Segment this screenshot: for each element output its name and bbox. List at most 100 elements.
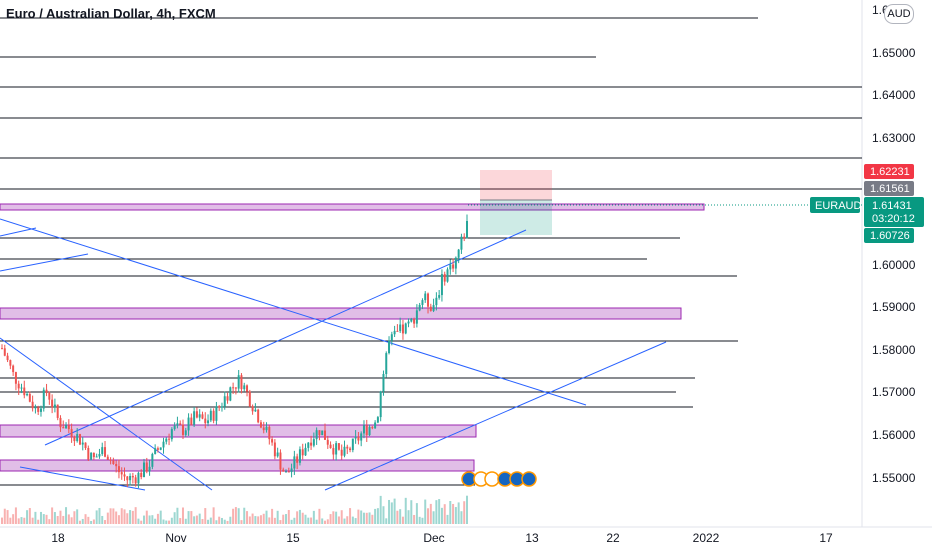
symbol-tag[interactable]	[810, 197, 860, 213]
candle-body[interactable]	[237, 375, 240, 389]
candle-body[interactable]	[226, 396, 229, 401]
candle-body[interactable]	[362, 425, 365, 434]
candle-body[interactable]	[37, 407, 40, 412]
candle-body[interactable]	[315, 430, 318, 440]
candle-body[interactable]	[104, 447, 107, 457]
candle-body[interactable]	[65, 425, 68, 429]
demand-zone[interactable]	[0, 307, 682, 320]
candle-body[interactable]	[243, 385, 246, 390]
candle-body[interactable]	[176, 423, 179, 426]
candle-body[interactable]	[193, 411, 196, 425]
candle-body[interactable]	[234, 387, 237, 389]
candle-body[interactable]	[354, 436, 357, 439]
candle-body[interactable]	[332, 448, 335, 455]
time-axis[interactable]: 18 Nov 15 Dec 13 22 2022 17	[51, 531, 833, 545]
position-tool[interactable]	[480, 170, 552, 235]
candle-body[interactable]	[170, 429, 173, 440]
candle-body[interactable]	[6, 355, 9, 361]
candle-body[interactable]	[287, 471, 290, 473]
trend-line[interactable]	[0, 337, 213, 491]
candle-body[interactable]	[346, 446, 349, 449]
candle-body[interactable]	[148, 466, 151, 472]
candle-body[interactable]	[404, 323, 407, 334]
candle-body[interactable]	[365, 425, 368, 436]
candle-body[interactable]	[95, 456, 98, 458]
candle-body[interactable]	[198, 414, 201, 418]
candle-body[interactable]	[371, 427, 374, 429]
candle-body[interactable]	[201, 414, 204, 419]
candle-body[interactable]	[279, 452, 282, 470]
candle-body[interactable]	[12, 365, 15, 373]
currency-button[interactable]: AUD	[884, 4, 914, 24]
candle-body[interactable]	[285, 471, 288, 473]
candle-body[interactable]	[28, 393, 31, 402]
candle-body[interactable]	[184, 430, 187, 435]
candle-body[interactable]	[321, 430, 324, 436]
candle-body[interactable]	[106, 456, 109, 460]
candle-body[interactable]	[195, 411, 198, 418]
candle-body[interactable]	[17, 383, 20, 389]
candle-body[interactable]	[435, 297, 438, 306]
candle-body[interactable]	[432, 305, 435, 311]
candle-body[interactable]	[31, 401, 34, 409]
candle-body[interactable]	[98, 454, 101, 457]
candle-body[interactable]	[399, 324, 402, 332]
candle-body[interactable]	[454, 257, 457, 269]
candle-body[interactable]	[379, 391, 382, 418]
candle-body[interactable]	[329, 444, 332, 449]
candle-body[interactable]	[173, 425, 176, 430]
candle-body[interactable]	[254, 409, 257, 412]
candle-body[interactable]	[271, 439, 274, 443]
candle-body[interactable]	[9, 360, 12, 366]
candle-body[interactable]	[145, 462, 148, 472]
candle-body[interactable]	[257, 409, 260, 423]
candle-body[interactable]	[187, 417, 190, 431]
candle-body[interactable]	[463, 236, 466, 239]
candle-body[interactable]	[151, 453, 154, 467]
candle-body[interactable]	[59, 417, 62, 428]
candle-body[interactable]	[293, 456, 296, 469]
candle-body[interactable]	[112, 460, 115, 464]
candle-body[interactable]	[162, 441, 165, 448]
candle-body[interactable]	[53, 404, 56, 408]
supply-zone[interactable]	[0, 203, 705, 211]
candle-body[interactable]	[421, 300, 424, 305]
candle-body[interactable]	[304, 447, 307, 456]
candle-body[interactable]	[84, 442, 87, 449]
candle-body[interactable]	[396, 330, 399, 332]
candle-body[interactable]	[265, 426, 268, 431]
candle-body[interactable]	[376, 417, 379, 423]
candle-body[interactable]	[248, 391, 251, 407]
stop-price-tag[interactable]	[864, 228, 914, 243]
candle-body[interactable]	[143, 462, 146, 478]
candle-body[interactable]	[410, 318, 413, 322]
candle-body[interactable]	[20, 387, 23, 389]
candle-body[interactable]	[312, 439, 315, 446]
candle-body[interactable]	[310, 442, 313, 446]
candle-body[interactable]	[276, 452, 279, 457]
candle-body[interactable]	[290, 468, 293, 473]
candle-body[interactable]	[42, 389, 45, 409]
candle-body[interactable]	[349, 448, 352, 451]
candle-body[interactable]	[101, 447, 104, 455]
event-icon[interactable]	[484, 471, 500, 487]
candle-body[interactable]	[131, 475, 134, 478]
candle-body[interactable]	[262, 427, 265, 431]
candle-body[interactable]	[401, 324, 404, 334]
candle-body[interactable]	[282, 469, 285, 472]
candle-body[interactable]	[337, 443, 340, 450]
candle-body[interactable]	[67, 425, 70, 430]
candle-body[interactable]	[140, 472, 143, 478]
candle-body[interactable]	[259, 422, 262, 428]
candle-body[interactable]	[45, 389, 48, 393]
price-tags[interactable]: 1.62231 1.61561 EURAUD 1.61431 03:20:12 …	[810, 164, 924, 243]
candle-body[interactable]	[209, 410, 212, 421]
candle-body[interactable]	[393, 330, 396, 335]
candle-body[interactable]	[457, 249, 460, 258]
candle-body[interactable]	[115, 463, 118, 467]
candle-body[interactable]	[218, 406, 221, 408]
entry-price-tag[interactable]	[864, 181, 914, 196]
candle-body[interactable]	[220, 406, 223, 408]
candle-body[interactable]	[204, 418, 207, 424]
candle-body[interactable]	[78, 434, 81, 445]
